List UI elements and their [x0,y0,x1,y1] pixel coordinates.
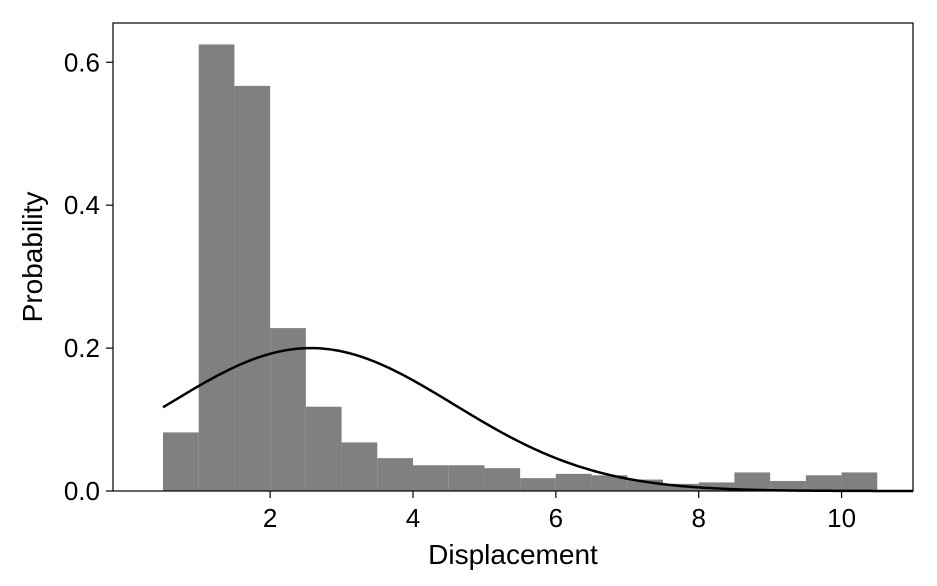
histogram-bar [663,483,699,491]
histogram-bar [341,442,378,491]
y-tick-label: 0.6 [64,47,100,77]
histogram-bar [377,458,413,491]
histogram-bar [627,479,663,491]
x-tick-label: 2 [263,503,277,533]
histogram-bar [555,473,592,491]
x-tick-label: 4 [406,503,420,533]
histogram-bar [770,480,806,491]
histogram-bar [805,475,842,491]
histogram-bar [448,465,485,491]
y-tick-label: 0.4 [64,190,100,220]
x-axis-label: Displacement [428,539,598,570]
histogram-bar [841,472,878,491]
histogram-bar [591,475,628,491]
y-axis-label: Probability [17,192,48,323]
histogram-bar [520,478,556,491]
histogram-bar [698,482,735,491]
y-axis-ticks: 0.0 0.2 0.4 0.6 [64,47,113,506]
histogram-bar [734,472,771,491]
x-tick-label: 6 [549,503,563,533]
histogram-bar [270,328,306,491]
x-axis-ticks: 2 4 6 8 10 [263,491,856,533]
histogram-bar [484,468,521,491]
histogram-bars [163,44,878,491]
x-tick-label: 10 [827,503,856,533]
histogram-bar [163,432,199,491]
histogram-bar [234,85,271,491]
histogram-bar [413,465,449,491]
histogram-bar [305,406,342,491]
y-tick-label: 0.2 [64,333,100,363]
histogram-bar [198,44,235,491]
x-tick-label: 8 [691,503,705,533]
plot-frame [112,22,914,492]
y-tick-label: 0.0 [64,476,100,506]
